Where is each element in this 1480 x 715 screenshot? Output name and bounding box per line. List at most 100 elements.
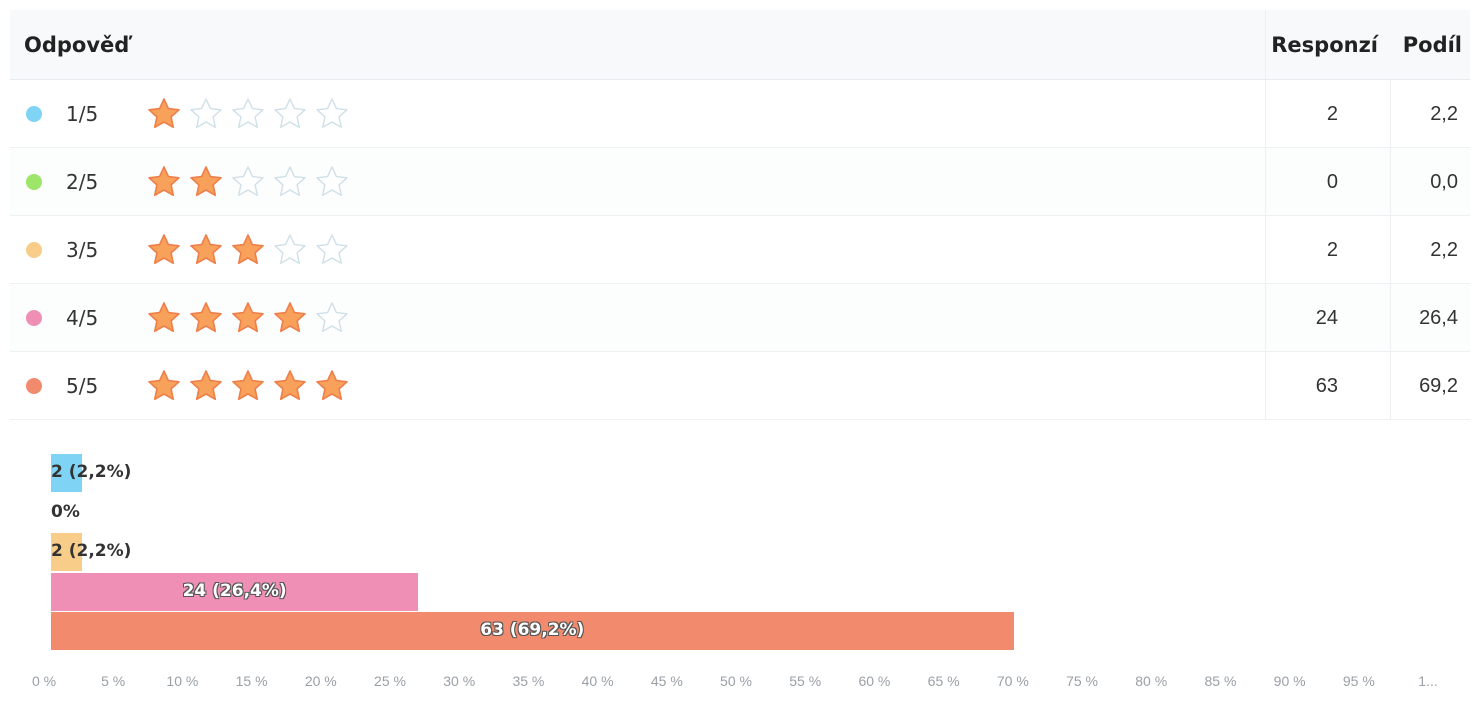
bar-1-of-5 bbox=[51, 454, 82, 492]
x-tick-label: 45 % bbox=[650, 673, 683, 689]
bar-value-label: 2 (2,2%) bbox=[51, 462, 132, 482]
row-label: 5/5 bbox=[66, 374, 99, 398]
table-row: 3/5 2 2,2 bbox=[10, 216, 1470, 284]
x-tick-label: 75 % bbox=[1066, 673, 1098, 689]
column-divider bbox=[1390, 148, 1391, 215]
star-empty-icon bbox=[274, 98, 306, 128]
response-count: 0 bbox=[1326, 171, 1338, 193]
star-filled-icon bbox=[274, 370, 306, 401]
color-dot bbox=[26, 310, 42, 326]
response-share: 2,2 bbox=[1430, 239, 1458, 261]
bar-value-label: 63 (69,2%) bbox=[480, 620, 585, 640]
star-rating bbox=[146, 96, 350, 132]
column-divider bbox=[1265, 216, 1266, 283]
column-divider bbox=[1390, 352, 1391, 419]
x-tick-label: 25 % bbox=[374, 673, 406, 689]
response-share: 26,4 bbox=[1419, 307, 1458, 329]
table-row: 1/5 2 2,2 bbox=[10, 80, 1470, 148]
row-label: 3/5 bbox=[66, 238, 99, 262]
column-divider bbox=[1265, 148, 1266, 215]
star-filled-icon bbox=[232, 302, 264, 333]
column-divider bbox=[1265, 10, 1266, 79]
x-tick-label: 60 % bbox=[858, 673, 891, 689]
row-label: 2/5 bbox=[66, 170, 99, 194]
star-filled-icon bbox=[232, 370, 264, 401]
bar-3-of-5 bbox=[51, 533, 82, 571]
response-share: 0,0 bbox=[1430, 171, 1458, 193]
column-divider bbox=[1390, 80, 1391, 147]
x-tick-label: 30 % bbox=[443, 673, 476, 689]
bar-value-label: 24 (26,4%) bbox=[182, 580, 287, 601]
table-body: 1/5 2 2,2 2/5 0 0,0 3/5 2 2,2 4/5 24 26,4 5/5 63 69,2 bbox=[10, 80, 1470, 420]
star-rating bbox=[146, 368, 350, 404]
column-divider bbox=[1265, 352, 1266, 419]
response-count: 24 bbox=[1315, 307, 1338, 329]
x-tick-label: 5 % bbox=[101, 673, 126, 689]
column-divider bbox=[1390, 216, 1391, 283]
table-header: Odpověď Responzí Podíl bbox=[10, 10, 1470, 80]
star-filled-icon bbox=[316, 370, 348, 401]
star-empty-icon bbox=[190, 98, 222, 128]
star-rating bbox=[146, 232, 350, 268]
row-label: 4/5 bbox=[66, 306, 99, 330]
column-divider bbox=[1265, 284, 1266, 351]
star-filled-icon bbox=[148, 98, 180, 129]
bar-5-of-5 bbox=[51, 612, 1014, 650]
x-tick-label: 10 % bbox=[166, 673, 199, 689]
star-empty-icon bbox=[316, 166, 348, 196]
bar-4-of-5 bbox=[51, 572, 419, 611]
x-tick-label: 80 % bbox=[1135, 673, 1168, 689]
x-tick-label: 50 % bbox=[720, 673, 752, 689]
star-rating bbox=[146, 300, 350, 336]
x-tick-label: 95 % bbox=[1342, 673, 1375, 689]
table-row: 4/5 24 26,4 bbox=[10, 284, 1470, 352]
star-filled-icon bbox=[274, 302, 306, 333]
table-row: 2/5 0 0,0 bbox=[10, 148, 1470, 216]
color-dot bbox=[26, 242, 42, 258]
star-filled-icon bbox=[148, 302, 180, 333]
x-tick-label: 15 % bbox=[235, 673, 268, 689]
table-row: 5/5 63 69,2 bbox=[10, 352, 1470, 420]
star-empty-icon bbox=[316, 234, 348, 264]
x-tick-label: 40 % bbox=[581, 673, 614, 689]
color-dot bbox=[26, 378, 42, 394]
column-divider bbox=[1390, 284, 1391, 351]
response-share: 69,2 bbox=[1419, 375, 1458, 397]
color-dot bbox=[26, 106, 42, 122]
header-share: Podíl bbox=[1402, 33, 1462, 57]
star-empty-icon bbox=[232, 166, 264, 196]
x-tick-label: 90 % bbox=[1273, 673, 1306, 689]
star-empty-icon bbox=[232, 98, 264, 128]
star-filled-icon bbox=[232, 234, 264, 265]
response-count: 63 bbox=[1315, 375, 1338, 397]
column-divider bbox=[1265, 80, 1266, 147]
header-answer: Odpověď bbox=[24, 33, 130, 57]
star-filled-icon bbox=[148, 370, 180, 401]
response-count: 2 bbox=[1326, 103, 1338, 125]
star-filled-icon bbox=[148, 166, 180, 197]
star-filled-icon bbox=[190, 234, 222, 265]
star-filled-icon bbox=[190, 370, 222, 401]
star-empty-icon bbox=[274, 234, 306, 264]
x-tick-label: 0 % bbox=[31, 673, 57, 689]
star-empty-icon bbox=[274, 166, 306, 196]
star-empty-icon bbox=[316, 98, 348, 128]
star-filled-icon bbox=[190, 302, 222, 333]
bar-value-label: 0% bbox=[51, 501, 80, 522]
response-bar-chart: 2 (2,2%) 0% 2 (2,2%) 24 (26,4%) 63 (69,2%) 0 … bbox=[0, 440, 1480, 715]
x-tick-label: 65 % bbox=[927, 673, 960, 689]
x-tick-label: 55 % bbox=[789, 673, 822, 689]
row-label: 1/5 bbox=[66, 102, 99, 126]
star-filled-icon bbox=[148, 234, 180, 265]
star-filled-icon bbox=[190, 166, 222, 197]
star-empty-icon bbox=[316, 302, 348, 332]
header-count: Responzí bbox=[1271, 33, 1378, 57]
star-rating bbox=[146, 164, 350, 200]
response-count: 2 bbox=[1326, 239, 1338, 261]
response-share: 2,2 bbox=[1430, 103, 1458, 125]
x-tick-label: 20 % bbox=[304, 673, 337, 689]
color-dot bbox=[26, 174, 42, 190]
x-tick-label: 85 % bbox=[1204, 673, 1237, 689]
x-tick-label: 1... bbox=[1418, 673, 1438, 689]
bar-value-label: 2 (2,2%) bbox=[51, 541, 132, 561]
